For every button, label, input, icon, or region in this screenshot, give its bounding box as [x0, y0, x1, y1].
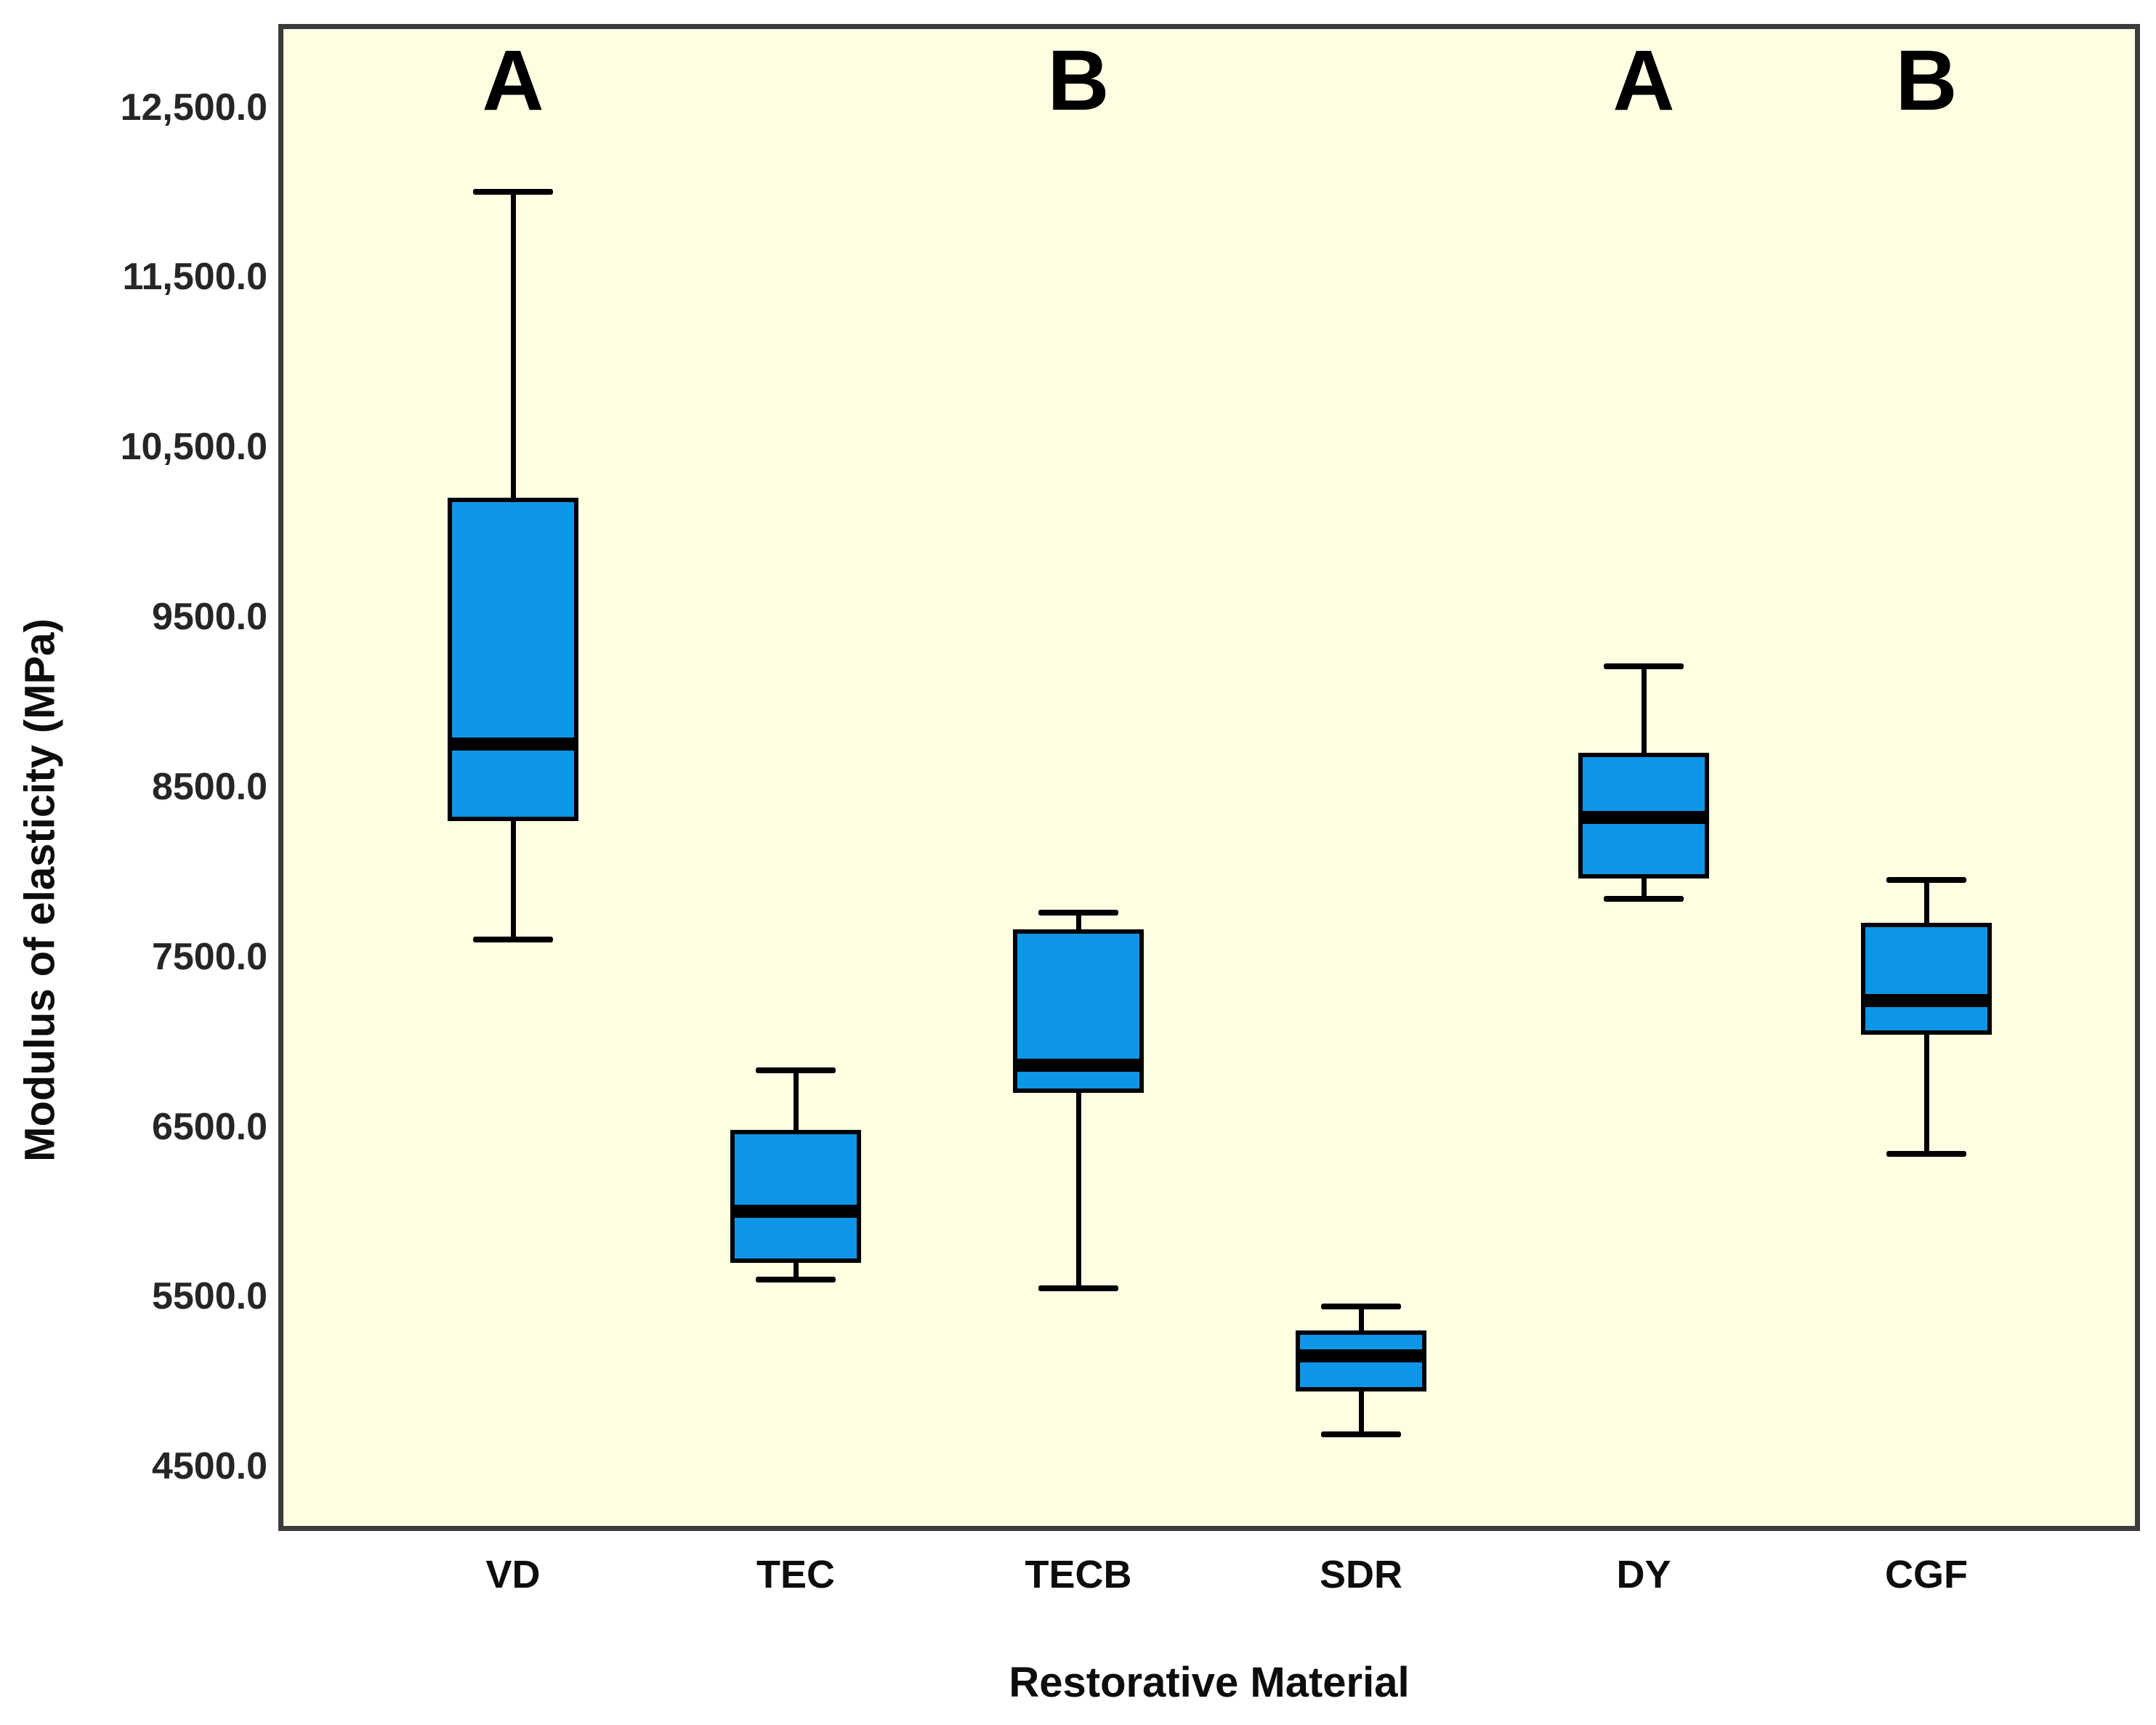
box-TEC	[730, 1130, 861, 1263]
whisker-cap-max-VD	[473, 189, 553, 195]
y-tick-label-12500: 12,500.0	[120, 86, 267, 129]
whisker-upper-TECB	[1075, 912, 1081, 930]
whisker-cap-max-TECB	[1038, 909, 1118, 916]
whisker-cap-min-DY	[1604, 896, 1684, 902]
median-VD	[448, 738, 578, 751]
y-tick-label-4500: 4500.0	[151, 1445, 267, 1488]
whisker-cap-max-CGF	[1886, 877, 1966, 884]
whisker-upper-DY	[1641, 666, 1647, 754]
x-axis-title: Restorative Material	[1009, 1659, 1410, 1706]
whisker-cap-min-TECB	[1038, 1285, 1118, 1291]
significance-letter-DY: A	[1612, 33, 1675, 129]
y-tick-label-11500: 11,500.0	[122, 256, 267, 299]
whisker-cap-max-TEC	[756, 1067, 836, 1074]
y-axis-title: Modulus of elasticity (MPa)	[16, 618, 64, 1162]
whisker-lower-TECB	[1075, 1092, 1081, 1288]
y-tick-label-8500: 8500.0	[151, 765, 267, 808]
whisker-lower-VD	[510, 820, 516, 940]
whisker-upper-CGF	[1923, 880, 1929, 923]
whisker-upper-VD	[510, 192, 516, 498]
significance-letter-VD: A	[482, 33, 544, 129]
significance-letter-TECB: B	[1047, 33, 1110, 129]
median-TEC	[730, 1205, 861, 1219]
plot-area	[278, 24, 2140, 1531]
median-SDR	[1296, 1349, 1426, 1363]
whisker-cap-min-CGF	[1886, 1150, 1966, 1157]
y-tick-label-7500: 7500.0	[151, 935, 267, 978]
whisker-cap-max-SDR	[1321, 1304, 1401, 1310]
x-category-label-SDR: SDR	[1319, 1553, 1403, 1596]
median-DY	[1578, 810, 1709, 824]
y-tick-label-5500: 5500.0	[151, 1275, 267, 1318]
y-tick-label-6500: 6500.0	[151, 1105, 267, 1148]
whisker-lower-SDR	[1358, 1391, 1364, 1434]
whisker-upper-TEC	[793, 1070, 799, 1131]
y-tick-label-10500: 10,500.0	[120, 426, 267, 469]
whisker-lower-DY	[1641, 878, 1647, 900]
x-category-label-TECB: TECB	[1025, 1553, 1132, 1596]
box-VD	[448, 498, 578, 821]
significance-letter-CGF: B	[1895, 33, 1958, 129]
whisker-cap-min-VD	[473, 937, 553, 943]
y-tick-label-9500: 9500.0	[151, 596, 267, 639]
whisker-upper-SDR	[1358, 1306, 1364, 1331]
median-CGF	[1861, 994, 1992, 1008]
x-category-label-CGF: CGF	[1885, 1553, 1968, 1596]
box-CGF	[1861, 922, 1992, 1035]
whisker-cap-min-SDR	[1321, 1431, 1401, 1437]
median-TECB	[1013, 1059, 1144, 1072]
x-category-label-VD: VD	[485, 1553, 541, 1596]
x-category-label-TEC: TEC	[756, 1553, 835, 1596]
x-category-label-DY: DY	[1616, 1553, 1671, 1596]
whisker-cap-min-TEC	[756, 1276, 836, 1282]
whisker-lower-TEC	[793, 1262, 799, 1280]
whisker-cap-max-DY	[1604, 663, 1684, 669]
whisker-lower-CGF	[1923, 1035, 1929, 1154]
